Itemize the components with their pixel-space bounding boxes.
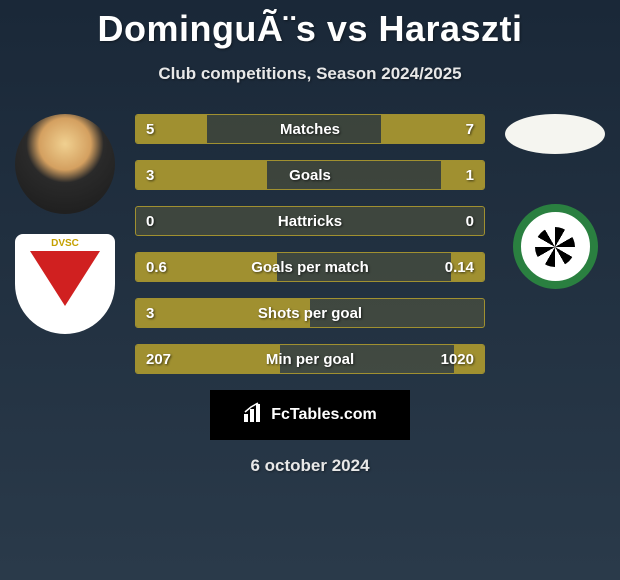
footer-brand: FcTables.com — [210, 390, 410, 440]
stat-row: 2071020Min per goal — [135, 344, 485, 374]
chart-icon — [243, 402, 265, 429]
stat-row: 00Hattricks — [135, 206, 485, 236]
stat-label: Min per goal — [136, 345, 484, 374]
stat-row: 0.60.14Goals per match — [135, 252, 485, 282]
stat-label: Matches — [136, 115, 484, 144]
left-club-badge: DVSC — [15, 234, 115, 334]
footer-label: FcTables.com — [271, 406, 377, 424]
page-title: DominguÃ¨s vs Haraszti — [0, 0, 620, 50]
comparison-content: DVSC 57Matches 31Goals 00Hattricks 0.60.14G… — [0, 114, 620, 374]
stat-label: Goals — [136, 161, 484, 190]
stat-label: Hattricks — [136, 207, 484, 236]
right-player-avatar — [505, 114, 605, 154]
right-club-badge — [513, 204, 598, 289]
left-player-column: DVSC — [10, 114, 120, 334]
stat-label: Shots per goal — [136, 299, 484, 328]
date-label: 6 october 2024 — [0, 456, 620, 476]
left-club-badge-label: DVSC — [15, 234, 115, 249]
page-subtitle: Club competitions, Season 2024/2025 — [0, 64, 620, 84]
stats-container: 57Matches 31Goals 00Hattricks 0.60.14Goals … — [135, 114, 485, 374]
left-club-badge-shape — [30, 251, 100, 306]
right-player-column — [500, 114, 610, 289]
stat-label: Goals per match — [136, 253, 484, 282]
stat-row: 57Matches — [135, 114, 485, 144]
left-player-avatar — [15, 114, 115, 214]
stat-row: 3Shots per goal — [135, 298, 485, 328]
stat-row: 31Goals — [135, 160, 485, 190]
